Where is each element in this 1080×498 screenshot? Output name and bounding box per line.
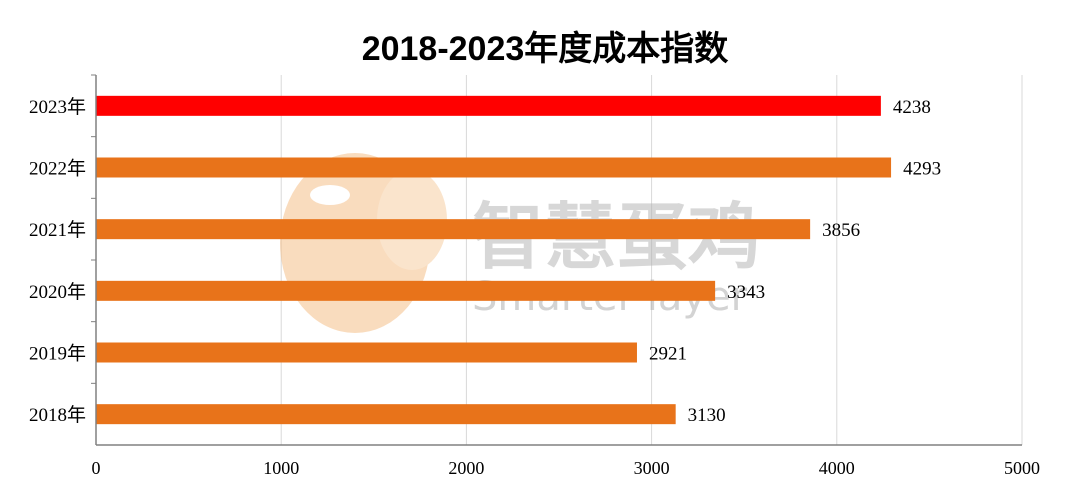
x-tick-label: 2000: [448, 458, 484, 478]
bars: [96, 95, 892, 425]
category-label: 2021年: [29, 219, 86, 241]
category-label: 2020年: [29, 281, 86, 303]
bar: [96, 157, 892, 178]
category-labels: 2023年 2022年 2021年 2020年 2019年 2018年: [29, 96, 86, 426]
data-label: 3130: [688, 405, 726, 426]
data-labels: 4238 4293 3856 3343 2921 3130: [649, 97, 941, 426]
x-tick-label: 0: [92, 458, 101, 478]
x-tick-label: 5000: [1004, 458, 1040, 478]
category-label: 2023年: [29, 96, 86, 118]
chart-title: 2018-2023年度成本指数: [362, 30, 729, 68]
bar: [96, 219, 811, 240]
bar: [96, 404, 676, 425]
tick-labels: 0 1000 2000 3000 4000 5000: [92, 458, 1041, 478]
x-tick-label: 1000: [263, 458, 299, 478]
category-label: 2018年: [29, 404, 86, 426]
data-label: 2921: [649, 344, 687, 365]
data-label: 3343: [727, 282, 765, 303]
bar: [96, 95, 881, 116]
category-label: 2022年: [29, 158, 86, 180]
data-label: 3856: [822, 220, 860, 241]
gridlines: [280, 75, 1023, 445]
watermark: 智慧蛋鸡 Smarter layer: [280, 153, 760, 333]
data-label: 4238: [893, 97, 931, 118]
data-label: 4293: [903, 159, 941, 180]
bar: [96, 280, 716, 301]
category-label: 2019年: [29, 343, 86, 365]
x-tick-label: 4000: [819, 458, 855, 478]
chicken-head-logo: [280, 153, 447, 333]
axes: [91, 74, 1022, 446]
bar: [96, 342, 637, 363]
x-tick-label: 3000: [634, 458, 670, 478]
